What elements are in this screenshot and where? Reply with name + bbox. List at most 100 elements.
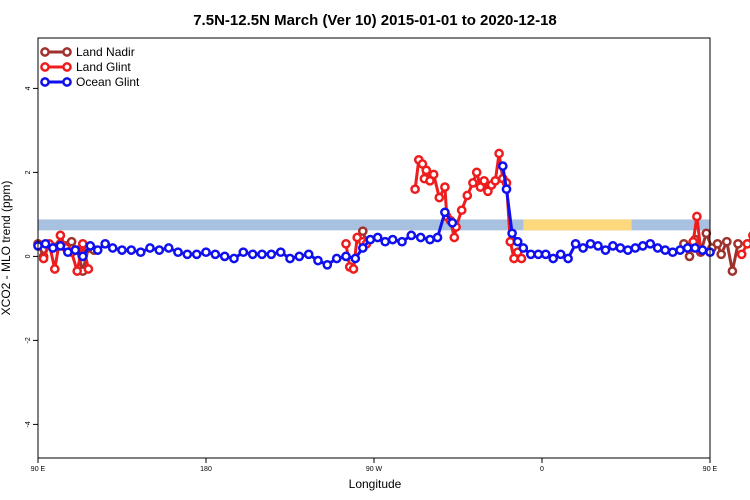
land-glint-point (516, 253, 527, 264)
legend-land-glint-marker (62, 62, 72, 72)
land-glint-point (490, 175, 501, 186)
ocean-glint-point (229, 253, 239, 264)
ocean-glint-point (154, 245, 165, 255)
ocean-glint-point (145, 243, 155, 253)
ocean-glint-point (555, 249, 566, 260)
legend-land-nadir-marker (40, 47, 50, 57)
y-tick-label: 4 (25, 86, 32, 90)
land-nadir-point (733, 238, 743, 249)
ocean-glint-point (667, 247, 678, 258)
ocean-glint-point (507, 228, 517, 239)
ocean-glint-point (682, 243, 693, 253)
ocean-glint-point (322, 259, 333, 270)
land-glint-point (440, 182, 450, 192)
ocean-glint-point (675, 245, 685, 255)
y-tick-label: -4 (25, 421, 32, 427)
ocean-glint-point (350, 253, 361, 264)
ocean-glint-point (341, 251, 351, 262)
x-axis: 90 E 180 90 W 0 90 E (31, 458, 718, 473)
land-glint-point (505, 236, 516, 247)
ocean-glint-point (275, 247, 286, 258)
land-glint-point (55, 230, 66, 241)
legend-ocean-glint-marker (62, 77, 72, 87)
land-glint-point (736, 249, 747, 260)
ocean-glint-point (630, 243, 641, 253)
ocean-glint-line (501, 165, 711, 260)
x-tick-label: 90 E (703, 466, 718, 473)
ocean-glint-point (697, 245, 708, 255)
ocean-glint-point (578, 243, 588, 253)
ocean-glint-point (126, 245, 137, 255)
ocean-glint-point (40, 238, 51, 249)
y-tick-label: 2 (25, 170, 32, 174)
ocean-glint-point (313, 255, 323, 266)
land-glint-point (479, 175, 489, 186)
ocean-glint-point (447, 217, 458, 228)
ocean-glint-point (512, 236, 523, 247)
ocean-band (38, 219, 710, 231)
land-glint-point (341, 238, 351, 249)
ocean-glint-point (645, 238, 656, 249)
ocean-glint-point (63, 247, 73, 258)
series-layer (33, 148, 750, 276)
land-glint-point (742, 238, 750, 249)
legend-land-nadir-marker (62, 47, 72, 57)
ocean-glint-point (191, 249, 202, 260)
ocean-glint-point (585, 238, 596, 249)
ocean-glint-point (182, 249, 193, 260)
ocean-glint-point (397, 236, 407, 247)
x-axis-label: Longitude (349, 477, 402, 491)
ocean-glint-point (163, 243, 174, 253)
land-nadir-point (357, 226, 368, 237)
ocean-glint-point (257, 249, 267, 260)
ocean-glint-point (637, 241, 648, 251)
ocean-glint-point (266, 249, 277, 260)
land-ocean-band (38, 219, 710, 231)
ocean-glint-point (406, 230, 417, 241)
ocean-glint-point (525, 249, 536, 260)
land-glint-point (434, 192, 445, 203)
land-glint-point (462, 190, 473, 201)
ocean-glint-point (77, 251, 88, 262)
ocean-glint-point (501, 184, 512, 195)
x-tick-label: 0 (540, 466, 544, 473)
land-nadir-point (712, 238, 723, 249)
ocean-glint-point (570, 238, 581, 249)
ocean-glint-point (107, 243, 118, 253)
land-nadir-point (684, 251, 695, 262)
ocean-glint-point (440, 207, 450, 218)
x-tick-label: 90 E (31, 466, 46, 473)
legend-ocean-glint-label: Ocean Glint (76, 75, 140, 89)
ocean-glint-point (285, 253, 295, 264)
ocean-glint-point (533, 249, 544, 260)
land-band (523, 219, 632, 231)
ocean-glint-point (70, 245, 81, 255)
land-glint-point (449, 232, 460, 243)
land-glint-point (468, 178, 478, 188)
ocean-glint-point (660, 245, 671, 255)
ocean-glint-point (331, 253, 342, 264)
ocean-glint-point (690, 243, 700, 253)
ocean-glint-point (55, 241, 66, 251)
land-glint-point (456, 205, 467, 216)
ocean-glint-point (380, 236, 391, 247)
legend-ocean-glint-marker (40, 77, 50, 87)
land-glint-point (494, 148, 504, 159)
ocean-glint-point (600, 245, 611, 255)
y-axis-label: XCO2 - MLO trend (ppm) (0, 181, 13, 316)
ocean-glint-point (201, 247, 211, 258)
chart-title: 7.5N-12.5N March (Ver 10) 2015-01-01 to … (193, 12, 557, 29)
ocean-glint-point (623, 245, 633, 255)
ocean-glint-point (563, 253, 573, 264)
ocean-glint-point (372, 232, 383, 243)
y-axis: -4 -2 0 2 4 (25, 86, 38, 428)
ocean-glint-point (608, 241, 618, 251)
ocean-glint-point (548, 253, 559, 264)
land-nadir-point (701, 228, 712, 239)
legend-land-glint-label: Land Glint (76, 60, 131, 74)
ocean-glint-point (518, 243, 529, 253)
ocean-glint-point (100, 238, 111, 249)
land-nadir-point (727, 266, 738, 276)
ocean-glint-point (365, 234, 376, 245)
